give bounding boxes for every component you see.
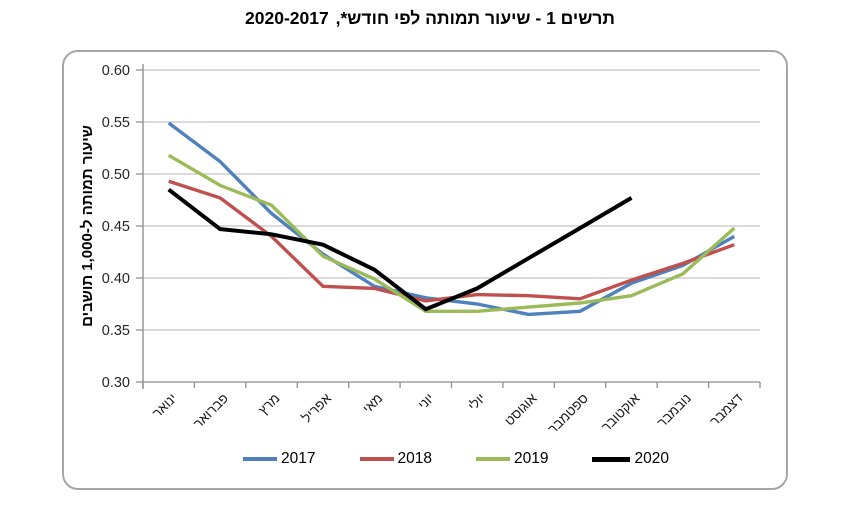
x-tick-label: מרץ	[256, 391, 283, 418]
x-tick-label: ינואר	[149, 391, 179, 421]
x-tick-label: אוקטובר	[598, 390, 643, 435]
x-tick-label: ספטמבר	[545, 390, 591, 436]
chart-title: תרשים 1 - שיעור תמותה לפי חודש*, 2020-20…	[0, 8, 858, 29]
y-axis-title: שיעור תמותה ל-1,000 תושבים	[79, 125, 96, 327]
y-tick-label: 0.40	[102, 271, 130, 287]
x-tick-label: אפריל	[299, 390, 334, 425]
legend-label-2019: 2019	[514, 450, 549, 467]
y-tick-label: 0.45	[102, 219, 130, 235]
chart-border-box	[62, 50, 788, 490]
chart-title-years: 2020-2017	[245, 8, 329, 28]
x-tick-label: יולי	[465, 391, 488, 414]
x-tick-label: יוני	[415, 391, 437, 413]
series-line-2019	[167, 153, 736, 313]
x-tick-label: דצמבר	[707, 390, 746, 429]
legend-label-2017: 2017	[281, 450, 316, 467]
legend-swatch-2019	[476, 457, 510, 461]
legend-item-2018: 2018	[359, 450, 432, 468]
y-tick-label: 0.55	[102, 115, 130, 131]
x-tick-label: פברואר	[190, 391, 231, 432]
legend-item-2020: 2020	[592, 450, 669, 468]
x-tick-label: נובמבר	[654, 391, 694, 431]
legend-swatch-2018	[359, 457, 394, 461]
legend-item-2017: 2017	[243, 450, 316, 468]
legend-label-2018: 2018	[397, 450, 432, 467]
y-tick-label: 0.35	[102, 323, 130, 339]
legend-item-2019: 2019	[476, 450, 548, 468]
chart-title-text: תרשים 1 - שיעור תמותה לפי חודש*,	[335, 8, 615, 28]
y-tick-label: 0.60	[102, 63, 130, 79]
x-tick-label: אוגוסט	[502, 390, 540, 428]
series-line-2020	[167, 188, 633, 312]
legend-swatch-2017	[243, 457, 278, 461]
x-tick-label: מאי	[360, 391, 386, 417]
series-line-2017	[167, 121, 736, 317]
legend: 2017 2018 2019 2020	[95, 450, 817, 468]
legend-label-2020: 2020	[634, 450, 669, 467]
legend-swatch-2020	[592, 456, 631, 462]
y-tick-label: 0.50	[102, 167, 130, 183]
y-tick-label: 0.30	[102, 375, 130, 391]
